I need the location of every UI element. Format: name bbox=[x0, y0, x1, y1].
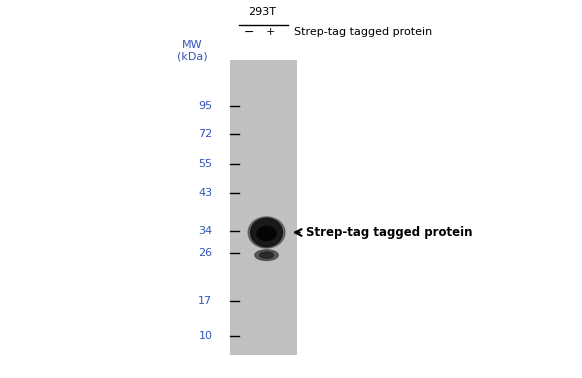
Ellipse shape bbox=[250, 218, 282, 247]
Ellipse shape bbox=[257, 226, 276, 241]
Text: 72: 72 bbox=[198, 129, 212, 139]
Bar bbox=[230, 60, 297, 355]
Ellipse shape bbox=[248, 217, 285, 248]
Text: Strep-tag tagged protein: Strep-tag tagged protein bbox=[294, 27, 432, 37]
Text: 17: 17 bbox=[198, 296, 212, 305]
Text: 43: 43 bbox=[198, 188, 212, 198]
Text: 55: 55 bbox=[198, 160, 212, 169]
Text: 95: 95 bbox=[198, 101, 212, 111]
Text: +: + bbox=[266, 27, 275, 37]
Text: Strep-tag tagged protein: Strep-tag tagged protein bbox=[306, 226, 472, 239]
Text: 293T: 293T bbox=[248, 7, 276, 17]
Ellipse shape bbox=[255, 250, 278, 260]
Text: 10: 10 bbox=[198, 332, 212, 341]
Text: MW
(kDa): MW (kDa) bbox=[177, 40, 207, 61]
Text: 26: 26 bbox=[198, 248, 212, 258]
Text: 34: 34 bbox=[198, 226, 212, 235]
Text: −: − bbox=[244, 26, 254, 39]
Ellipse shape bbox=[260, 252, 274, 258]
